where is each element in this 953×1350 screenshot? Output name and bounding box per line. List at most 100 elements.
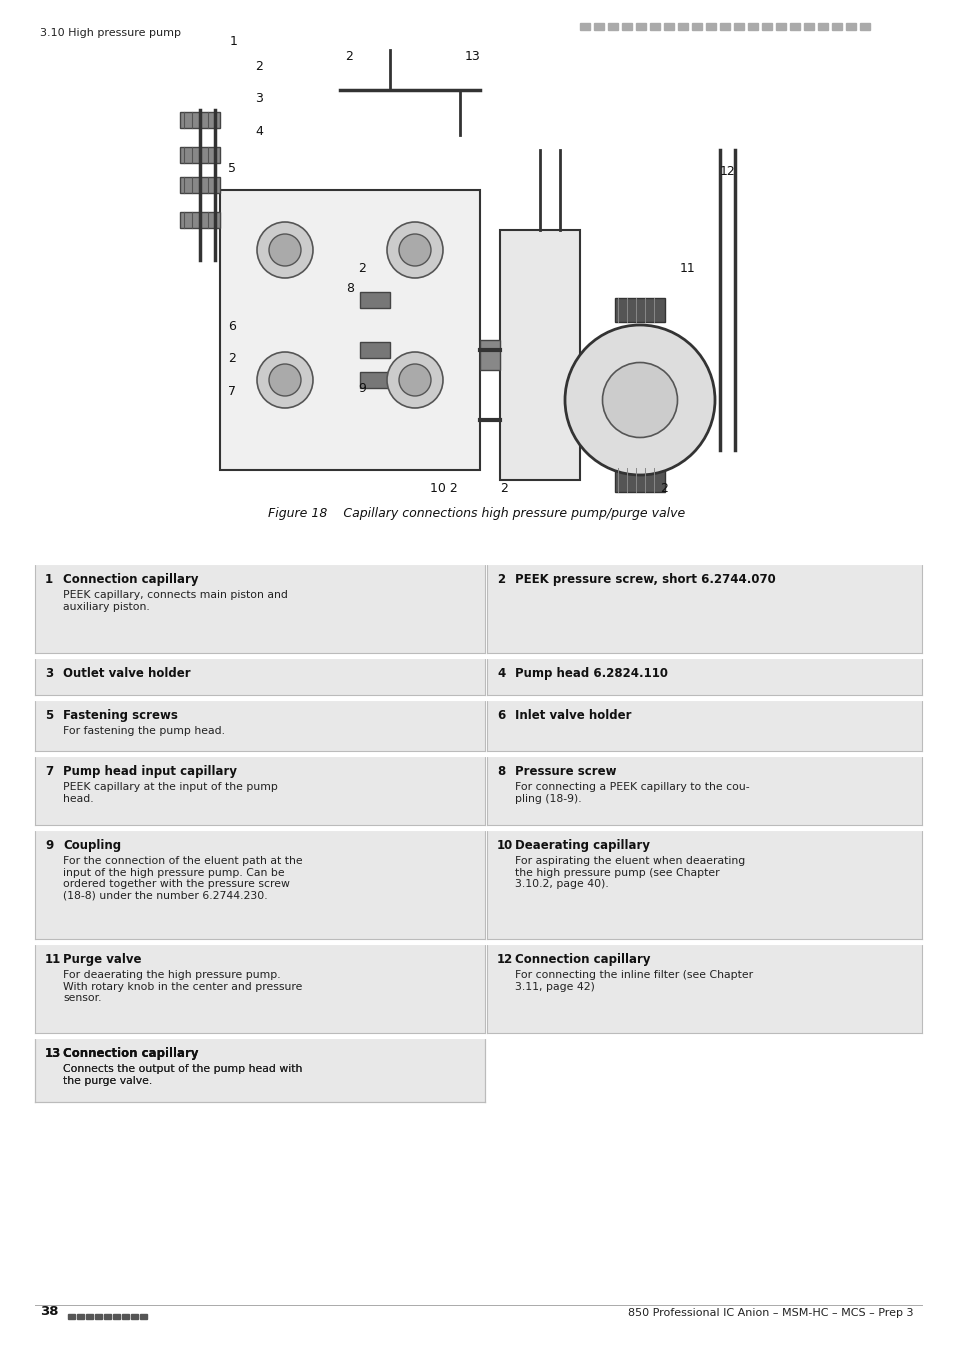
Text: 12: 12 <box>497 953 513 967</box>
Text: Connection capillary: Connection capillary <box>63 1048 198 1060</box>
Bar <box>733 23 743 30</box>
Text: For connecting the inline filter (see Chapter
3.11, page 42): For connecting the inline filter (see Ch… <box>515 971 752 992</box>
Text: 850 Professional IC Anion – MSM-HC – MCS – Prep 3: 850 Professional IC Anion – MSM-HC – MCS… <box>628 1308 913 1318</box>
Bar <box>112 1314 120 1319</box>
Text: 6: 6 <box>497 709 505 722</box>
Text: 2: 2 <box>345 50 353 63</box>
Bar <box>691 23 701 30</box>
Bar <box>705 23 716 30</box>
Circle shape <box>564 325 714 475</box>
Bar <box>499 230 579 481</box>
Text: 6: 6 <box>228 320 235 333</box>
Bar <box>775 23 785 30</box>
Text: 5: 5 <box>228 162 235 176</box>
Text: 2: 2 <box>357 262 366 275</box>
Text: 2: 2 <box>659 482 667 495</box>
Bar <box>859 23 869 30</box>
Text: 2: 2 <box>254 59 263 73</box>
Bar <box>579 23 589 30</box>
Text: 13: 13 <box>45 1048 61 1060</box>
Bar <box>615 298 664 323</box>
Bar <box>486 944 921 1033</box>
Bar <box>359 292 390 308</box>
Text: Connection capillary: Connection capillary <box>515 953 650 967</box>
Text: Connects the output of the pump head with
the purge valve.: Connects the output of the pump head wit… <box>63 1064 302 1085</box>
Bar <box>359 373 390 387</box>
Text: 8: 8 <box>346 282 354 296</box>
Bar <box>486 563 921 653</box>
Text: 7: 7 <box>45 765 53 778</box>
Bar <box>761 23 771 30</box>
Text: 2: 2 <box>228 352 235 365</box>
Circle shape <box>398 364 431 396</box>
Bar <box>35 829 484 940</box>
Text: 2: 2 <box>497 572 504 586</box>
Circle shape <box>398 234 431 266</box>
Bar <box>621 23 631 30</box>
Text: Connects the output of the pump head with
the purge valve.: Connects the output of the pump head wit… <box>63 1064 302 1085</box>
Bar <box>86 1314 92 1319</box>
Text: For the connection of the eluent path at the
input of the high pressure pump. Ca: For the connection of the eluent path at… <box>63 856 302 900</box>
Text: For connecting a PEEK capillary to the cou-
pling (18-9).: For connecting a PEEK capillary to the c… <box>515 782 749 803</box>
Bar <box>636 23 645 30</box>
Bar <box>649 23 659 30</box>
Bar <box>131 1314 138 1319</box>
Bar <box>663 23 673 30</box>
Text: 3.10 High pressure pump: 3.10 High pressure pump <box>40 28 181 38</box>
Text: Purge valve: Purge valve <box>63 953 141 967</box>
Text: 9: 9 <box>45 838 53 852</box>
Bar <box>35 699 484 751</box>
Bar <box>180 212 220 228</box>
Bar <box>831 23 841 30</box>
Bar <box>486 657 921 695</box>
Bar <box>95 1314 102 1319</box>
Text: 3: 3 <box>254 92 263 105</box>
Bar <box>140 1314 147 1319</box>
Bar <box>678 23 687 30</box>
Text: 7: 7 <box>228 385 235 398</box>
Bar <box>747 23 758 30</box>
Text: 1: 1 <box>230 35 237 49</box>
Text: For aspirating the eluent when deaerating
the high pressure pump (see Chapter
3.: For aspirating the eluent when deaeratin… <box>515 856 744 890</box>
Bar <box>486 755 921 825</box>
Text: 13: 13 <box>45 1048 61 1060</box>
Circle shape <box>387 221 442 278</box>
Bar <box>104 1314 111 1319</box>
Bar <box>720 23 729 30</box>
Text: Pump head input capillary: Pump head input capillary <box>63 765 236 778</box>
Bar <box>180 112 220 128</box>
Bar <box>845 23 855 30</box>
Bar <box>35 944 484 1033</box>
Text: 9: 9 <box>357 382 366 396</box>
Text: 10 2: 10 2 <box>430 482 457 495</box>
Bar <box>789 23 800 30</box>
Bar <box>35 1037 484 1102</box>
Bar <box>607 23 618 30</box>
Text: PEEK capillary at the input of the pump
head.: PEEK capillary at the input of the pump … <box>63 782 277 803</box>
Circle shape <box>269 234 301 266</box>
Bar <box>180 177 220 193</box>
Text: Coupling: Coupling <box>63 838 121 852</box>
Bar <box>803 23 813 30</box>
Text: 1: 1 <box>45 572 53 586</box>
Bar <box>68 1314 75 1319</box>
Text: Figure 18    Capillary connections high pressure pump/purge valve: Figure 18 Capillary connections high pre… <box>268 508 685 520</box>
Circle shape <box>602 363 677 437</box>
Circle shape <box>256 221 313 278</box>
Text: 2: 2 <box>499 482 507 495</box>
Text: Outlet valve holder: Outlet valve holder <box>63 667 191 680</box>
Text: Connection capillary: Connection capillary <box>63 572 198 586</box>
Text: 12: 12 <box>720 165 735 178</box>
Text: 11: 11 <box>679 262 695 275</box>
Text: Connection capillary: Connection capillary <box>63 1048 198 1060</box>
Bar <box>594 23 603 30</box>
Bar <box>35 1037 484 1102</box>
Text: 10: 10 <box>497 838 513 852</box>
Bar <box>35 563 484 653</box>
Circle shape <box>256 352 313 408</box>
Bar <box>180 147 220 163</box>
Text: PEEK pressure screw, short 6.2744.070: PEEK pressure screw, short 6.2744.070 <box>515 572 775 586</box>
Text: 4: 4 <box>254 126 263 138</box>
Text: Inlet valve holder: Inlet valve holder <box>515 709 631 722</box>
Text: 11: 11 <box>45 953 61 967</box>
